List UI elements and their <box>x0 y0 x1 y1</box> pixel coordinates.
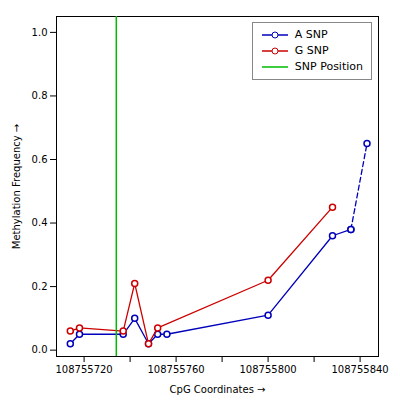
html-text:A SNP: A SNP <box>294 28 328 41</box>
html-text:G SNP: G SNP <box>294 44 329 57</box>
svg-text:0.6: 0.6 <box>32 154 48 165</box>
svg-text:1.0: 1.0 <box>32 27 48 38</box>
svg-text:0.8: 0.8 <box>32 90 48 101</box>
svg-text:108755800: 108755800 <box>239 364 296 375</box>
svg-text:108755760: 108755760 <box>147 364 204 375</box>
svg-text:108755720: 108755720 <box>55 364 112 375</box>
svg-text:0.2: 0.2 <box>32 281 48 292</box>
html-text:SNP Position: SNP Position <box>294 60 363 73</box>
svg-text:0.4: 0.4 <box>32 217 48 228</box>
svg-text:Methylation Frequency →: Methylation Frequency → <box>11 124 22 249</box>
svg-text:108755840: 108755840 <box>331 364 388 375</box>
svg-text:CpG Coordinates →: CpG Coordinates → <box>170 384 266 395</box>
svg-text:0.0: 0.0 <box>32 344 48 355</box>
